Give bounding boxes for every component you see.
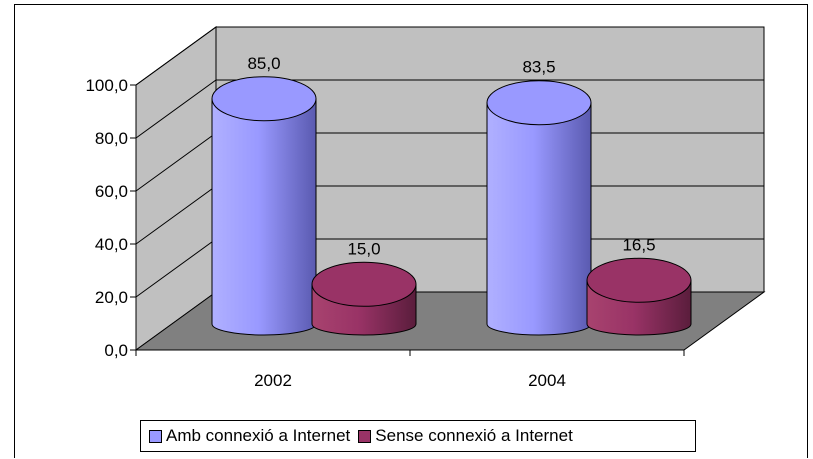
data-label: 85,0 [247, 54, 280, 73]
y-tick-label: 100,0 [85, 76, 128, 95]
bar-top [486, 80, 592, 126]
bar-1-2002 [211, 76, 317, 336]
y-axis: 0,0 20,0 40,0 60,0 80,0 100,0 2002 2004 [85, 76, 685, 390]
y-tick-label: 60,0 [95, 182, 128, 201]
data-label: 15,0 [347, 239, 380, 258]
bar-top [211, 76, 317, 122]
bar-top [311, 261, 417, 307]
x-tick-label: 2004 [528, 371, 566, 390]
y-tick-label: 0,0 [104, 341, 128, 360]
y-tick-label: 80,0 [95, 129, 128, 148]
bar-2-2004 [586, 257, 692, 336]
legend-label-series-2: Sense connexió a Internet [375, 426, 573, 445]
data-label: 16,5 [622, 235, 655, 254]
y-tick-label: 20,0 [95, 288, 128, 307]
legend-label-series-1: Amb connexió a Internet [166, 426, 351, 445]
chart-legend: Amb connexió a Internet Sense connexió a… [140, 420, 696, 452]
legend-swatch-series-2 [358, 429, 372, 443]
legend-swatch-series-1 [149, 429, 162, 443]
legend-item-series-2: Sense connexió a Internet [358, 426, 573, 446]
bar-2-2002 [311, 261, 417, 336]
gridline [135, 26, 764, 86]
gridline [135, 79, 764, 139]
x-tick-label: 2002 [254, 371, 292, 390]
y-tick-label: 40,0 [95, 235, 128, 254]
chart-bars [211, 76, 692, 336]
data-label: 83,5 [522, 58, 555, 77]
chart-frame [14, 4, 808, 458]
bar-1-2004 [486, 80, 592, 336]
legend-item-series-1: Amb connexió a Internet [149, 426, 350, 446]
bar-body [211, 98, 317, 336]
bar-top [586, 257, 692, 303]
chart-labels: 85,0 83,5 15,0 16,5 [247, 54, 655, 259]
bar-body [486, 102, 592, 336]
